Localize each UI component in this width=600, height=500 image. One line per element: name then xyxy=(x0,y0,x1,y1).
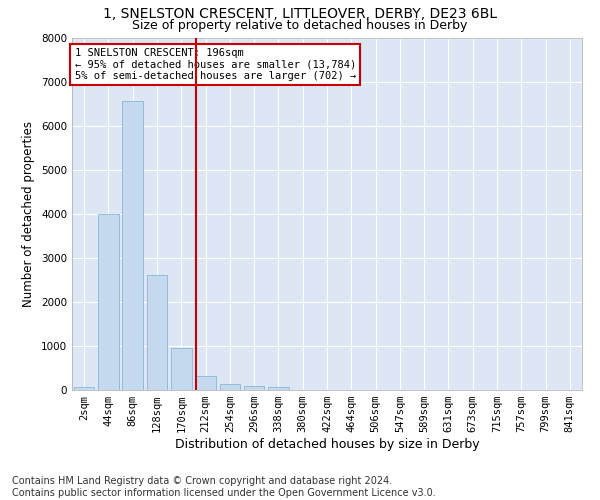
Bar xyxy=(220,384,240,390)
Bar xyxy=(74,387,94,390)
X-axis label: Distribution of detached houses by size in Derby: Distribution of detached houses by size … xyxy=(175,438,479,451)
Y-axis label: Number of detached properties: Number of detached properties xyxy=(22,120,35,306)
Text: Contains HM Land Registry data © Crown copyright and database right 2024.
Contai: Contains HM Land Registry data © Crown c… xyxy=(12,476,436,498)
Bar xyxy=(146,276,167,390)
Bar xyxy=(98,214,119,390)
Bar xyxy=(122,102,143,390)
Bar xyxy=(195,376,216,390)
Text: Size of property relative to detached houses in Derby: Size of property relative to detached ho… xyxy=(133,19,467,32)
Text: 1 SNELSTON CRESCENT: 196sqm
← 95% of detached houses are smaller (13,784)
5% of : 1 SNELSTON CRESCENT: 196sqm ← 95% of det… xyxy=(74,48,356,82)
Bar xyxy=(171,348,191,390)
Bar xyxy=(268,388,289,390)
Text: 1, SNELSTON CRESCENT, LITTLEOVER, DERBY, DE23 6BL: 1, SNELSTON CRESCENT, LITTLEOVER, DERBY,… xyxy=(103,8,497,22)
Bar xyxy=(244,386,265,390)
